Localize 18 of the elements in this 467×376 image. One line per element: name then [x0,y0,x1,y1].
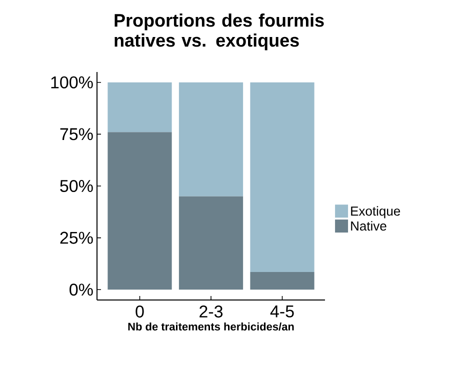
x-tick-label: 0 [136,306,144,318]
y-tick-label: 25% [60,232,93,244]
x-axis-title: Nb de traitements herbicides/an [128,322,294,331]
y-tick-label: 75% [60,128,93,140]
bar [250,82,314,272]
x-tick-label: 2-3 [200,306,223,318]
bar [178,196,244,290]
y-tick-label: 100% [51,76,93,88]
bar [108,132,172,290]
x-tick-label: 4-5 [270,306,294,318]
bar [178,82,244,196]
y-tick-label: 0% [70,284,93,296]
y-tick-label: 50% [60,180,93,192]
bar [250,272,314,290]
legend-label: Native [351,221,386,231]
chart-title: Proportions des fourmis natives vs. exotiques [114,14,324,50]
bar [108,82,172,132]
legend-label: Exotique [351,206,400,218]
